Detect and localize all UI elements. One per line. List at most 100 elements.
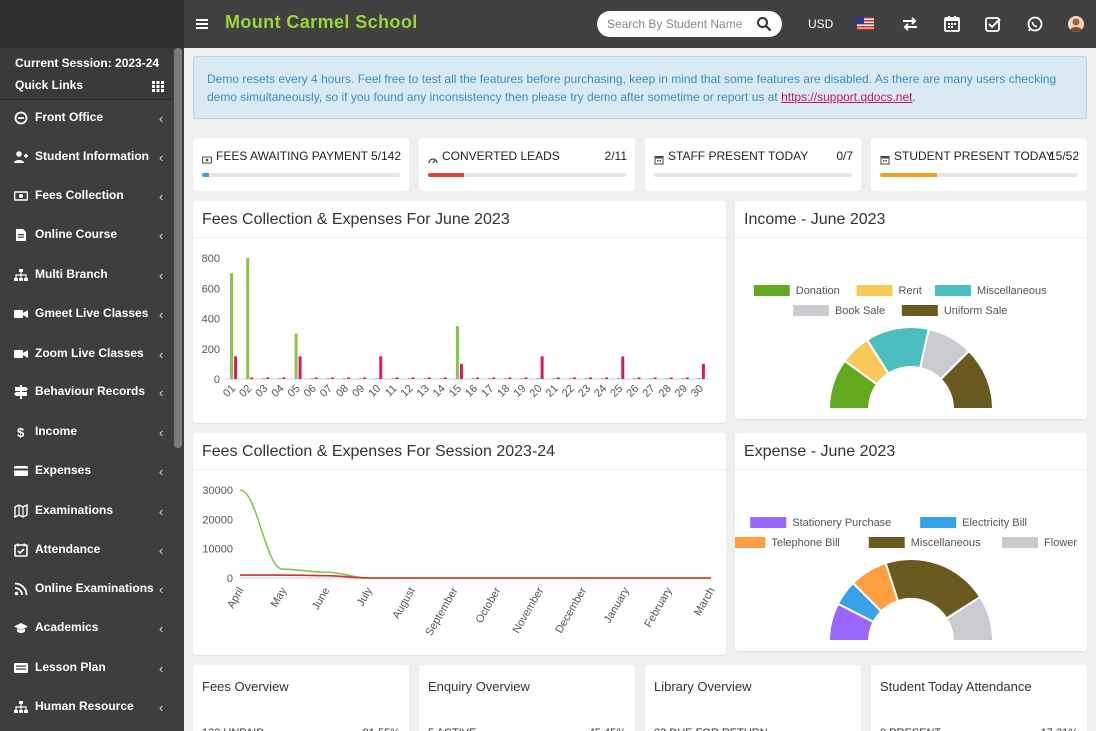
sidebar-item-label: Human Resource [35, 699, 134, 713]
stat-card-converted-leads[interactable]: CONVERTED LEADS 2/11 [419, 138, 635, 191]
sidebar-item-label: Fees Collection [35, 188, 124, 202]
progress-fill [428, 173, 464, 177]
x-tick-label: 10 [366, 383, 383, 400]
support-link[interactable]: https://support.qdocs.net [781, 90, 913, 104]
bar-24-series-0 [601, 378, 605, 379]
session-fees-expense-panel: Fees Collection & Expenses For Session 2… [193, 433, 726, 655]
progress-track [654, 173, 852, 177]
card-percent: 45.45% [589, 727, 626, 731]
switch-arrows-icon[interactable] [900, 14, 920, 34]
y-tick-label: 200 [202, 344, 220, 356]
sidebar-item-lesson-plan[interactable]: Lesson Plan ‹ [0, 650, 172, 686]
sidebar-item-label: Online Examinations [35, 581, 154, 595]
sidebar-item-gmeet-live-classes[interactable]: Gmeet Live Classes ‹ [0, 296, 172, 332]
sidebar-item-label: Behaviour Records [35, 384, 146, 398]
bar-29-series-1 [685, 377, 689, 379]
sidebar-item-income[interactable]: $ Income ‹ [0, 414, 172, 450]
bar-11-series-0 [391, 378, 395, 379]
sidebar-item-multi-branch[interactable]: Multi Branch ‹ [0, 257, 172, 293]
school-name[interactable]: Mount Carmel School [225, 12, 418, 32]
x-tick-label: October [474, 585, 504, 625]
bar-05-series-0 [294, 333, 298, 379]
quick-links-label: Quick Links [15, 78, 84, 92]
student-search-box [597, 11, 782, 37]
sidebar-item-examinations[interactable]: Examinations ‹ [0, 493, 172, 529]
y-tick-label: 400 [202, 314, 220, 326]
search-input[interactable] [607, 15, 747, 33]
sidebar-item-academics[interactable]: Academics ‹ [0, 610, 172, 646]
sidebar-scrollbar[interactable] [174, 48, 182, 448]
graduation-cap-icon [14, 621, 28, 635]
dashboard-icon [428, 152, 438, 164]
sidebar-item-label: Gmeet Live Classes [35, 306, 149, 320]
whatsapp-icon[interactable] [1025, 14, 1045, 34]
legend-swatch [920, 517, 957, 528]
sidebar-item-label: Online Course [35, 227, 118, 241]
us-flag-icon[interactable] [857, 17, 874, 30]
card-metric: 32 DUE FOR RETURN [654, 727, 768, 731]
slice-uniform-sale [939, 349, 995, 410]
search-icon[interactable] [756, 16, 772, 32]
bar-15-series-1 [459, 363, 463, 379]
sidebar-item-online-course[interactable]: Online Course ‹ [0, 217, 172, 253]
money-icon [13, 189, 29, 203]
x-tick-label: 05 [286, 383, 303, 400]
video-icon [14, 307, 28, 321]
legend-swatch [750, 517, 787, 528]
bar-24-series-1 [605, 377, 609, 379]
bar-28-series-0 [665, 378, 669, 379]
x-tick-label: 14 [431, 383, 448, 400]
series-line-0 [239, 489, 711, 579]
y-tick-label: 20000 [202, 514, 233, 526]
task-checkbox-icon[interactable] [983, 14, 1003, 34]
stat-card-staff-present-today[interactable]: STAFF PRESENT TODAY 0/7 [645, 138, 861, 191]
x-tick-label: February [642, 585, 675, 630]
bar-23-series-1 [589, 377, 592, 379]
divider [735, 237, 1087, 238]
sidebar-item-online-examinations[interactable]: Online Examinations ‹ [0, 571, 172, 607]
card-percent: 91.55% [363, 727, 400, 731]
sidebar-item-label: Lesson Plan [35, 660, 106, 674]
sidebar-item-expenses[interactable]: Expenses ‹ [0, 453, 172, 489]
sidebar-item-zoom-live-classes[interactable]: Zoom Live Classes ‹ [0, 336, 172, 372]
hamburger-menu-icon[interactable] [196, 14, 210, 34]
sidebar-item-attendance[interactable]: Attendance ‹ [0, 532, 172, 568]
currency-selector[interactable]: USD [808, 17, 834, 31]
map-icon [14, 503, 28, 519]
user-avatar[interactable] [1068, 16, 1084, 32]
stat-card-student-present-today[interactable]: STUDENT PRESENT TODAY 15/52 [871, 138, 1087, 191]
stat-card-fees-awaiting-payment[interactable]: FEES AWAITING PAYMENT 5/142 [193, 138, 409, 191]
bar-06-series-1 [314, 377, 318, 379]
calendar-icon[interactable] [942, 14, 962, 34]
x-tick-label: 24 [592, 383, 609, 400]
sidebar-item-fees-collection[interactable]: Fees Collection ‹ [0, 178, 172, 214]
current-session[interactable]: Current Session: 2023-24 [15, 56, 160, 70]
rss-icon [14, 582, 28, 596]
card-title: Library Overview [654, 679, 752, 694]
legend-label: Stationery Purchase [792, 517, 891, 529]
sidebar-item-student-information[interactable]: Student Information ‹ [0, 139, 172, 175]
x-tick-label: 22 [560, 383, 577, 400]
progress-track [880, 173, 1078, 177]
legend-swatch [753, 285, 790, 296]
card-title: Enquiry Overview [428, 679, 530, 694]
x-tick-label: 01 [221, 383, 238, 400]
grid-icon[interactable] [152, 79, 164, 92]
sidebar-item-human-resource[interactable]: Human Resource ‹ [0, 689, 172, 725]
bar-16-series-1 [476, 377, 480, 379]
bar-19-series-1 [524, 377, 528, 379]
bar-13-series-1 [427, 377, 431, 379]
stat-label: FEES AWAITING PAYMENT [216, 149, 369, 163]
sidebar-item-behaviour-records[interactable]: Behaviour Records ‹ [0, 374, 172, 410]
bar-09-series-1 [363, 377, 367, 379]
sidebar-item-label: Zoom Live Classes [35, 346, 144, 360]
x-tick-label: May [269, 585, 290, 609]
alert-text: Demo resets every 4 hours. Feel free to … [207, 72, 1057, 104]
bar-07-series-1 [330, 377, 334, 379]
x-tick-label: 29 [673, 383, 690, 400]
sidebar-item-front-office[interactable]: Front Office ‹ [0, 100, 172, 136]
stat-value: 0/7 [836, 149, 853, 163]
panel-title: Fees Collection & Expenses For June 2023 [202, 211, 510, 228]
chevron-left-icon: ‹ [159, 347, 164, 362]
demo-alert: Demo resets every 4 hours. Feel free to … [193, 56, 1087, 119]
